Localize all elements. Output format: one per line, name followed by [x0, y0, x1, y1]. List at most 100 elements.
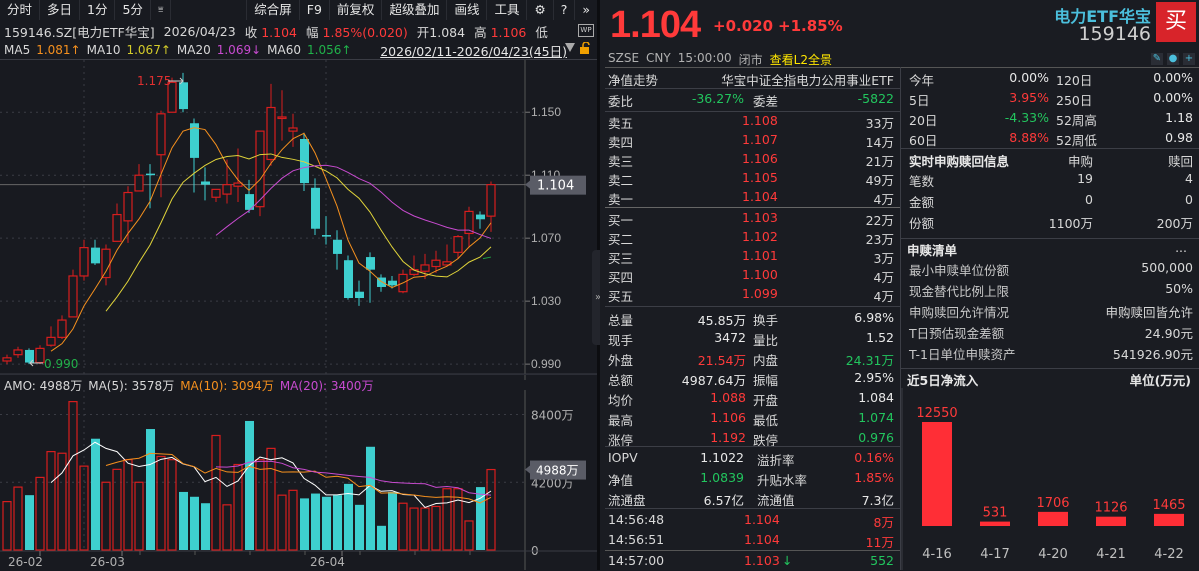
stat-value: 7.3亿 — [861, 493, 894, 508]
bid-label: 买二 — [608, 232, 634, 247]
pcf-section: 申赎清单 ... 最小申赎单位份额 500,000 现金替代比例上限 50% 申… — [901, 238, 1199, 363]
bid-price: 1.101 — [742, 248, 778, 263]
ma10-value: 1.067↑ — [126, 42, 171, 57]
buy-button[interactable]: 买 — [1156, 2, 1196, 42]
info-section: 今年 0.00% 120日 0.00% 5日 3.95% 250日 0.00% … — [901, 68, 1199, 388]
stat-label: 5日 — [909, 93, 930, 108]
return-row: 5日 3.95% 250日 0.00% — [901, 88, 1199, 108]
super-overlay-button[interactable]: 超级叠加 — [381, 0, 446, 20]
bid-row[interactable]: 买一 1.103 22万 — [600, 208, 900, 228]
return-row: 今年 0.00% 120日 0.00% — [901, 68, 1199, 88]
svg-text:4988万: 4988万 — [536, 464, 579, 478]
netflow-bar-chart: 12550 4-16 531 4-17 1706 4-20 1126 4-21 1465 4-22 — [901, 388, 1186, 570]
draw-line-button[interactable]: 画线 — [446, 0, 486, 20]
stat-label: 总额 — [608, 373, 634, 388]
ma5-label: MA5 — [4, 42, 31, 57]
stat-value: 8.88% — [1009, 130, 1049, 145]
stat-label: 今年 — [909, 73, 935, 88]
tab-multiday[interactable]: 多日 — [40, 0, 81, 20]
composite-screen-button[interactable]: 综合屏 — [246, 0, 299, 20]
ask-volume: 49万 — [865, 173, 894, 188]
open-label: 开 — [416, 24, 430, 40]
tab-1min[interactable]: 1分 — [80, 0, 116, 20]
date-range-dropdown-icon[interactable] — [565, 43, 575, 52]
price-info-line: 159146.SZ[电力ETF华宝] 2026/04/23 收 1.104 幅 … — [4, 22, 594, 40]
high-value: 1.106 — [490, 24, 527, 40]
stat-value: 0.00% — [1009, 70, 1049, 85]
ask-row[interactable]: 卖四 1.107 14万 — [600, 130, 900, 150]
amo-label: AMO: — [4, 379, 36, 393]
down-arrow-icon: ↓ — [782, 553, 793, 568]
stat-label: 涨停 — [608, 433, 634, 448]
more-icon[interactable]: ... — [1175, 240, 1187, 255]
pcf-value: 24.90元 — [1144, 326, 1193, 341]
fund-name: 华宝中证全指电力公用事业ETF — [721, 73, 894, 88]
lock-icon[interactable] — [579, 42, 591, 54]
ma5-value: 1.081↑ — [36, 42, 81, 57]
nav-row: 净值走势 华宝中证全指电力公用事业ETF — [600, 68, 900, 88]
tick-row: 14:56:48 1.104 8万 — [600, 510, 900, 530]
bid-volume: 4万 — [873, 270, 894, 285]
gear-icon[interactable]: ⚙ — [526, 0, 552, 20]
vol-ma5-field: MA(5): 3578万 — [88, 377, 174, 394]
date-label: 2026/04/23 — [163, 23, 236, 39]
filter-dropdown-icon[interactable]: ⩸ — [151, 0, 172, 20]
pcf-rows: 最小申赎单位份额 500,000 现金替代比例上限 50% 申购赎回允许情况 申… — [901, 258, 1199, 363]
date-range-selector[interactable]: 2026/02/11-2026/04/23(45日) — [380, 44, 567, 59]
close-value: 1.104 — [261, 24, 298, 40]
tick-time: 14:56:48 — [608, 512, 665, 527]
creation-label: 金额 — [909, 195, 935, 210]
svg-text:4-17: 4-17 — [980, 547, 1010, 562]
iopv-row: 净值 1.0839 升贴水率 1.85% — [600, 468, 900, 488]
ask-row[interactable]: 卖二 1.105 49万 — [600, 168, 900, 188]
bid-row[interactable]: 买五 1.099 4万 — [600, 284, 900, 304]
tools-button[interactable]: 工具 — [486, 0, 526, 20]
bell-icon[interactable]: ● — [1167, 53, 1179, 65]
stat-label: 总量 — [608, 313, 634, 328]
forward-adjust-button[interactable]: 前复权 — [328, 0, 382, 20]
nav-trend-link[interactable]: 净值走势 — [608, 73, 659, 88]
ask-volume: 4万 — [873, 192, 894, 207]
vol-ma10-value: 3094万 — [231, 379, 274, 393]
expand-icon[interactable]: » — [574, 0, 597, 20]
f9-button[interactable]: F9 — [298, 0, 329, 20]
stat-label: 外盘 — [608, 353, 634, 368]
pcf-header: 申赎清单 ... — [901, 238, 1199, 258]
bid-row[interactable]: 买四 1.100 4万 — [600, 265, 900, 285]
l2-view-link[interactable]: 查看L2全景 — [769, 53, 832, 67]
pcf-label: T日预估现金差额 — [909, 326, 1005, 341]
svg-text:531: 531 — [983, 506, 1008, 521]
stat-value: 1.18 — [1165, 110, 1193, 125]
currency-label: CNY — [646, 51, 671, 65]
svg-text:26-02: 26-02 — [8, 555, 43, 569]
ask-row[interactable]: 卖五 1.108 33万 — [600, 111, 900, 131]
stat-label: 20日 — [909, 113, 938, 128]
svg-text:1.104: 1.104 — [537, 179, 574, 194]
ask-label: 卖三 — [608, 154, 634, 169]
pcf-value: 500,000 — [1141, 260, 1193, 275]
tick-price: 1.104 — [744, 512, 780, 527]
pcf-title: 申赎清单 — [907, 243, 958, 258]
tab-5min[interactable]: 5分 — [115, 0, 151, 20]
stat-value: 24.31万 — [845, 353, 894, 368]
edit-icon[interactable]: ✎ — [1151, 53, 1163, 65]
vol-ma10-field: MA(10): 3094万 — [180, 377, 274, 394]
bid-label: 买四 — [608, 270, 634, 285]
add-icon[interactable]: + — [1183, 53, 1195, 65]
help-icon[interactable]: ? — [552, 0, 575, 20]
stat-label: 净值 — [608, 473, 634, 488]
stat-row: 最高 1.106 最低 1.074 — [600, 408, 900, 428]
market-status-line: SZSE CNY 15:00:00 闭市 查看L2全景 — [608, 51, 832, 68]
bid-row[interactable]: 买三 1.101 3万 — [600, 246, 900, 266]
wp-icon[interactable]: WP — [578, 24, 594, 37]
tick-volume: 552 — [870, 553, 894, 568]
tab-intraday[interactable]: 分时 — [0, 0, 41, 20]
ask-row[interactable]: 卖一 1.104 4万 — [600, 187, 900, 207]
ask-row[interactable]: 卖三 1.106 21万 — [600, 149, 900, 169]
close-label: 收 — [244, 24, 258, 40]
pcf-value: 申购赎回皆允许 — [1105, 305, 1193, 320]
bid-row[interactable]: 买二 1.102 23万 — [600, 227, 900, 247]
stat-label: 溢折率 — [757, 453, 795, 468]
